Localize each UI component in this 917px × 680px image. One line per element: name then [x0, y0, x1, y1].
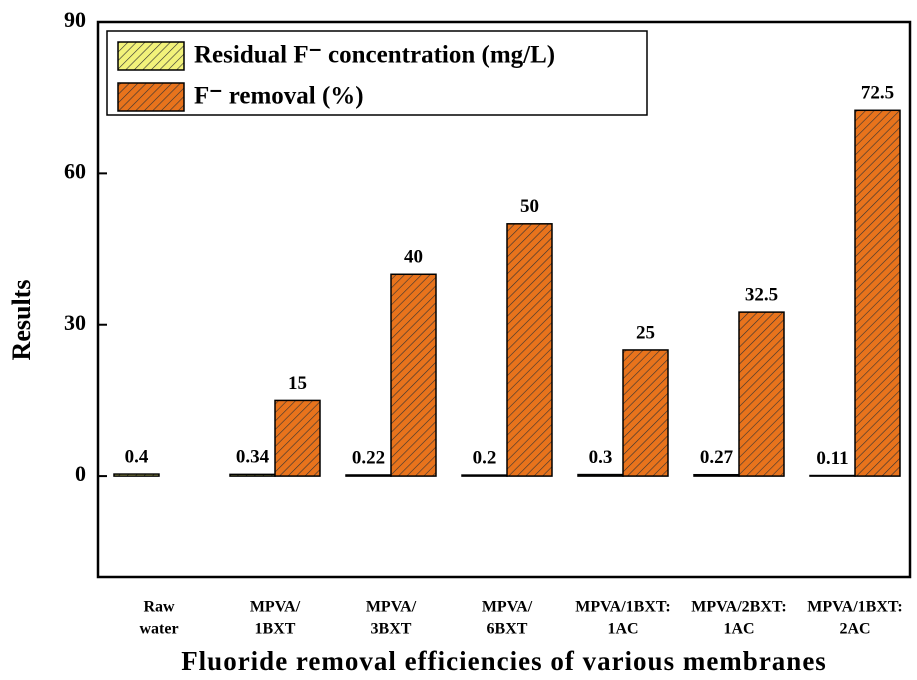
legend-swatch — [117, 41, 185, 71]
value-label: 0.4 — [125, 446, 149, 467]
x-tick-label: 6BXT — [487, 621, 528, 638]
bar — [809, 474, 856, 477]
bar — [113, 473, 160, 477]
bar — [693, 473, 740, 477]
bar — [274, 399, 321, 477]
y-tick-label: 90 — [64, 7, 86, 32]
value-label: 0.22 — [352, 447, 385, 468]
bar — [577, 473, 624, 477]
x-tick-label: MPVA/ — [482, 599, 533, 616]
legend-box — [106, 30, 648, 116]
y-tick-label: 0 — [75, 461, 86, 486]
value-label: 0.3 — [589, 447, 613, 468]
x-tick-label: 2AC — [839, 621, 870, 638]
x-axis-label: Fluoride removal efficiencies of various… — [181, 646, 827, 676]
value-label: 0.27 — [700, 447, 734, 468]
value-label: 72.5 — [861, 83, 894, 104]
value-label: 25 — [636, 322, 655, 343]
x-tick-label: 1AC — [723, 621, 754, 638]
y-tick-label: 30 — [64, 310, 86, 335]
x-tick-label: MPVA/ — [366, 599, 417, 616]
bar — [229, 473, 276, 477]
y-axis-label: Results — [7, 280, 36, 361]
x-tick-label: Raw — [143, 599, 175, 616]
value-label: 50 — [520, 196, 539, 217]
legend-label: F⁻ removal (%) — [194, 83, 364, 110]
bar — [622, 349, 669, 477]
x-tick-label: MPVA/ — [250, 599, 301, 616]
bar — [390, 273, 437, 477]
legend: Residual F⁻ concentration (mg/L) F⁻ remov… — [106, 30, 648, 116]
value-label: 32.5 — [745, 284, 778, 305]
bar — [345, 474, 392, 477]
value-label: 0.2 — [473, 447, 497, 468]
y-tick-label: 60 — [64, 158, 86, 183]
plot-frame — [96, 20, 912, 579]
legend-swatch — [117, 82, 185, 112]
x-tick-label: 1AC — [607, 621, 638, 638]
x-tick-label: MPVA/1BXT: — [575, 599, 670, 616]
bar — [461, 474, 508, 477]
bar — [854, 109, 901, 477]
x-tick-label: MPVA/1BXT: — [807, 599, 902, 616]
bar — [738, 311, 785, 477]
x-tick-label: water — [139, 621, 178, 638]
value-label: 0.11 — [816, 448, 848, 469]
x-tick-label: MPVA/2BXT: — [691, 599, 786, 616]
bar — [506, 223, 553, 477]
x-tick-label: 1BXT — [255, 621, 296, 638]
value-label: 40 — [404, 247, 423, 268]
value-label: 15 — [288, 373, 307, 394]
value-label: 0.34 — [236, 447, 270, 468]
x-tick-label: 3BXT — [371, 621, 412, 638]
legend-label: Residual F⁻ concentration (mg/L) — [194, 42, 555, 69]
